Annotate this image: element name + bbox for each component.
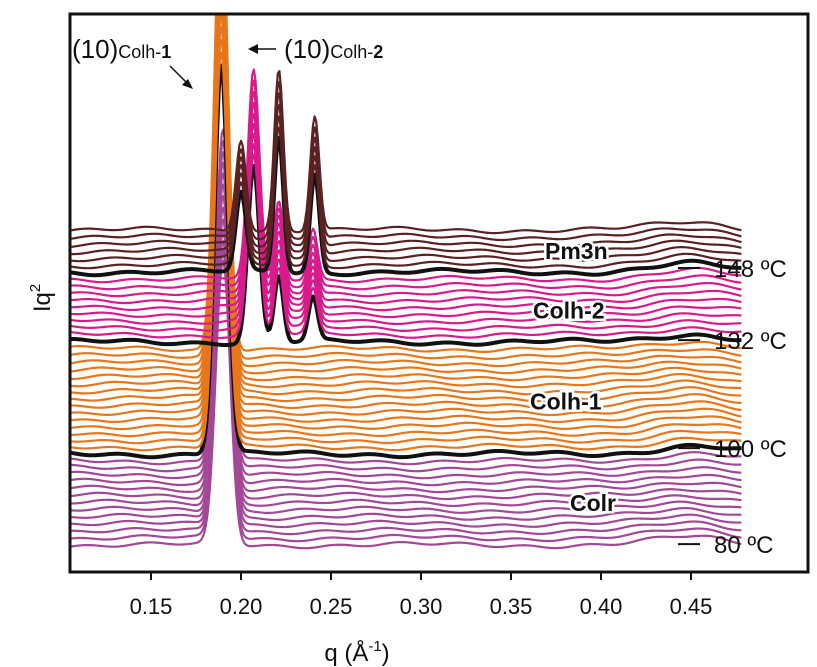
trace-colr-1 bbox=[70, 250, 742, 543]
temperature-label: 132 ºC bbox=[714, 328, 787, 355]
trace-colh-2-33 bbox=[70, 122, 742, 319]
trace-pm3n-43 bbox=[70, 92, 742, 249]
trace-stack bbox=[70, 14, 742, 550]
x-tick-label: 0.20 bbox=[220, 594, 263, 619]
x-tick-label: 0.25 bbox=[310, 594, 353, 619]
annotation-colh1-arrowhead bbox=[182, 79, 193, 89]
annotation-colh1-peak: (10)Colh-1 bbox=[72, 34, 171, 64]
trace-colr-2 bbox=[70, 240, 742, 536]
trace-colr-12 bbox=[70, 128, 742, 466]
x-axis-title: q (Å-1) bbox=[324, 638, 389, 667]
trace-colh-1-21 bbox=[70, 14, 742, 403]
trace-pm3n-44 bbox=[70, 80, 742, 242]
trace-pm3n-42 bbox=[70, 103, 742, 256]
highlight-trace-colh-1-13 bbox=[70, 63, 742, 460]
x-tick-label: 0.45 bbox=[670, 594, 713, 619]
temperature-label: 148 ºC bbox=[714, 256, 787, 283]
trace-colr-4 bbox=[70, 218, 742, 522]
trace-colh-1-25 bbox=[70, 14, 742, 375]
trace-colr-0 bbox=[70, 259, 742, 550]
trace-colh-1-23 bbox=[70, 14, 742, 389]
temperature-label: 80 ºC bbox=[714, 532, 773, 559]
trace-colr-3 bbox=[70, 229, 742, 529]
trace-colh-1-22 bbox=[70, 14, 742, 396]
trace-colh-2-34 bbox=[70, 112, 742, 312]
plot-frame bbox=[68, 12, 810, 574]
trace-colh-1-16 bbox=[70, 26, 742, 438]
temperature-label: 100 ºC bbox=[714, 436, 787, 463]
annotation-colh2-peak: (10)Colh-2 bbox=[284, 34, 383, 64]
trace-colh-1-28 bbox=[70, 14, 742, 353]
trace-colr-8 bbox=[70, 172, 742, 494]
x-tick-label: 0.40 bbox=[580, 594, 623, 619]
trace-colr-11 bbox=[70, 140, 742, 473]
phase-label-colr: Colr bbox=[570, 490, 616, 516]
trace-colh-2-30 bbox=[70, 153, 742, 340]
trace-colh-1-20 bbox=[70, 14, 742, 410]
x-tick-label: 0.15 bbox=[130, 594, 173, 619]
trace-colh-2-37 bbox=[70, 79, 742, 291]
phase-label-colh-2: Colh-2 bbox=[533, 298, 605, 324]
phase-label-colh-1: Colh-1 bbox=[530, 389, 602, 415]
phase-label-pm3n: Pm3n bbox=[545, 238, 608, 264]
trace-pm3n-40 bbox=[70, 126, 742, 270]
trace-colr-9 bbox=[70, 161, 742, 487]
phase-labels: Colr Colh-1 Colh-2 Pm3n bbox=[528, 236, 619, 519]
x-axis-ticks: 0.15 0.20 0.25 0.30 0.35 0.40 0.45 bbox=[130, 572, 713, 619]
temperature-labels: 80 ºC 100 ºC 132 ºC 148 ºC bbox=[678, 256, 787, 559]
trace-colh-1-19 bbox=[70, 14, 742, 417]
trace-pm3n-45 bbox=[70, 70, 742, 235]
trace-colh-1-26 bbox=[70, 14, 742, 368]
trace-pm3n-41 bbox=[70, 115, 742, 263]
y-axis-title: Iq2 bbox=[27, 284, 56, 312]
trace-colh-1-24 bbox=[70, 14, 742, 382]
highlight-trace-colh-2-29 bbox=[70, 163, 742, 348]
trace-colh-2-32 bbox=[70, 132, 742, 326]
annotation-colh2-arrowhead bbox=[248, 44, 258, 54]
trace-colh-2-36 bbox=[70, 90, 742, 298]
trace-colh-1-27 bbox=[70, 14, 742, 361]
x-tick-label: 0.30 bbox=[400, 594, 443, 619]
trace-colh-1-14 bbox=[70, 51, 742, 452]
trace-colh-1-15 bbox=[70, 38, 742, 445]
trace-colr-5 bbox=[70, 206, 742, 514]
trace-colr-7 bbox=[70, 183, 742, 501]
trace-colh-1-18 bbox=[70, 14, 742, 424]
highlight-trace-pm3n-39 bbox=[70, 135, 742, 278]
trace-colr-6 bbox=[70, 194, 742, 508]
trace-colr-10 bbox=[70, 151, 742, 480]
x-tick-label: 0.35 bbox=[490, 594, 533, 619]
trace-colh-2-38 bbox=[70, 68, 742, 284]
trace-colh-2-31 bbox=[70, 142, 742, 332]
trace-colh-1-17 bbox=[70, 14, 742, 431]
trace-colh-2-35 bbox=[70, 101, 742, 305]
